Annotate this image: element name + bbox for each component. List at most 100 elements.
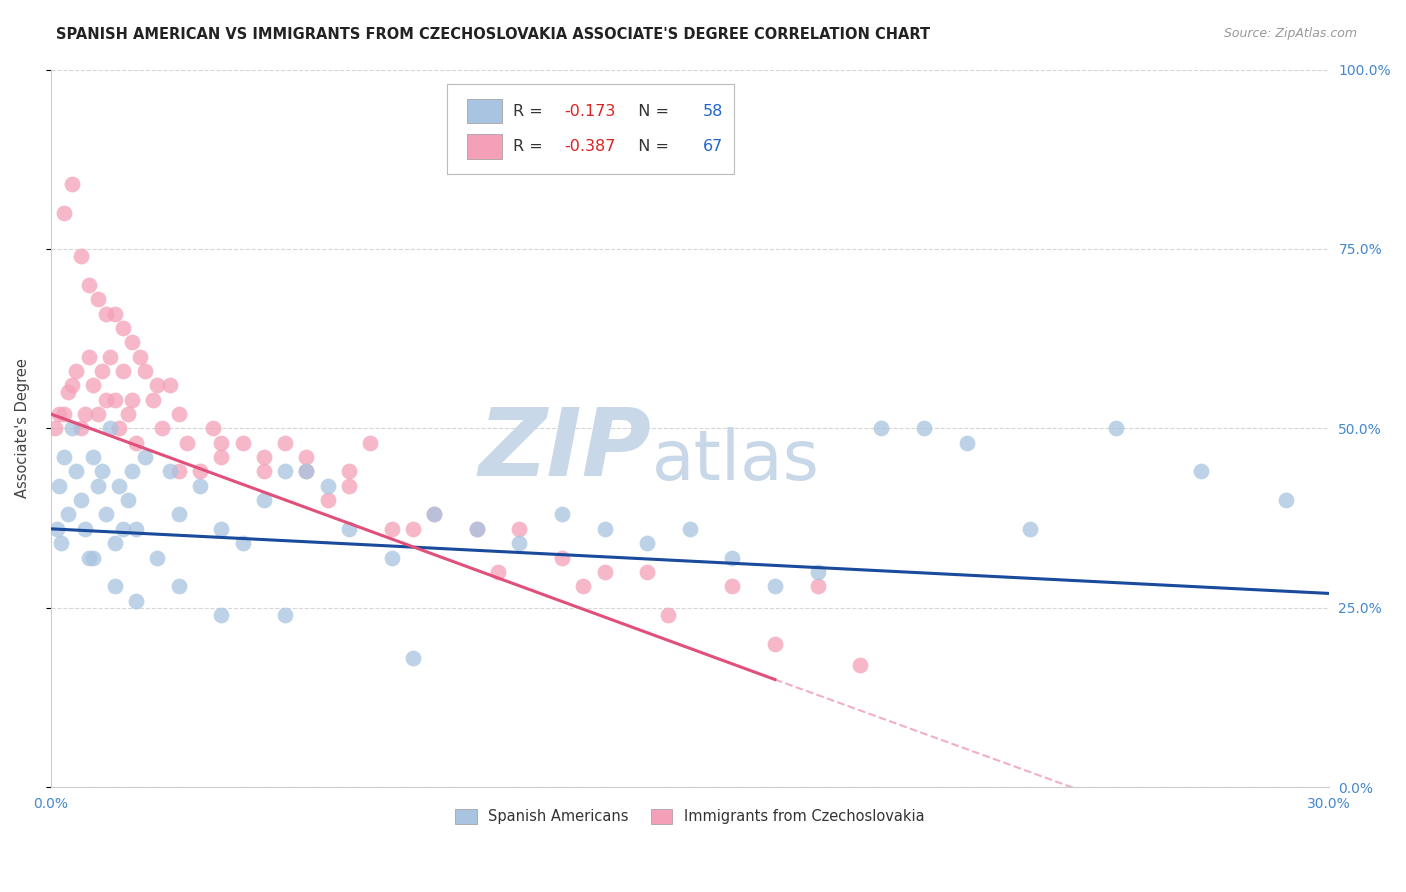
Point [209, 522, 232, 536]
Point [159, 464, 181, 478]
Point [44, 421, 66, 435]
Point [763, 637, 786, 651]
Point [209, 435, 232, 450]
Point [423, 508, 446, 522]
Point [100, 350, 122, 364]
Text: 58: 58 [703, 103, 723, 119]
Point [912, 421, 935, 435]
Point [188, 464, 211, 478]
Point [253, 493, 276, 508]
Point [359, 435, 381, 450]
Point [423, 508, 446, 522]
Point [593, 522, 616, 536]
Text: SPANISH AMERICAN VS IMMIGRANTS FROM CZECHOSLOVAKIA ASSOCIATE'S DEGREE CORRELATIO: SPANISH AMERICAN VS IMMIGRANTS FROM CZEC… [56, 27, 931, 42]
Point [274, 464, 297, 478]
Point [52, 407, 75, 421]
Text: R =: R = [513, 139, 548, 153]
Point [551, 550, 574, 565]
Point [721, 579, 744, 593]
Point [46, 522, 69, 536]
Point [201, 421, 224, 435]
Point [295, 464, 318, 478]
Point [167, 508, 190, 522]
Point [465, 522, 488, 536]
Point [112, 321, 135, 335]
Point [636, 565, 658, 579]
Point [96, 508, 118, 522]
Point [167, 579, 190, 593]
Point [253, 450, 276, 464]
Point [486, 565, 509, 579]
Point [337, 522, 360, 536]
Point [159, 378, 181, 392]
Point [129, 350, 152, 364]
Point [679, 522, 702, 536]
Point [763, 579, 786, 593]
Point [316, 493, 339, 508]
Point [82, 378, 104, 392]
Point [117, 407, 139, 421]
Point [56, 385, 79, 400]
Point [508, 522, 530, 536]
Point [48, 479, 70, 493]
Point [295, 450, 318, 464]
Point [77, 350, 100, 364]
Point [52, 206, 75, 220]
Point [1019, 522, 1042, 536]
Point [134, 364, 156, 378]
Text: N =: N = [628, 139, 675, 153]
Point [125, 435, 148, 450]
Point [48, 407, 70, 421]
Point [146, 550, 169, 565]
Point [69, 493, 91, 508]
Point [593, 565, 616, 579]
Y-axis label: Associate's Degree: Associate's Degree [15, 359, 30, 499]
Point [125, 522, 148, 536]
Point [188, 479, 211, 493]
Text: Source: ZipAtlas.com: Source: ZipAtlas.com [1223, 27, 1357, 40]
Point [849, 658, 872, 673]
Text: -0.387: -0.387 [565, 139, 616, 153]
Point [108, 479, 131, 493]
Point [77, 550, 100, 565]
Point [381, 550, 404, 565]
Point [176, 435, 198, 450]
Point [86, 407, 108, 421]
Point [69, 421, 91, 435]
Point [551, 508, 574, 522]
Point [73, 522, 96, 536]
Point [253, 464, 276, 478]
Point [1189, 464, 1212, 478]
Point [56, 508, 79, 522]
Point [96, 307, 118, 321]
Point [104, 307, 127, 321]
Point [274, 607, 297, 622]
Point [167, 464, 190, 478]
Point [1275, 493, 1298, 508]
Point [274, 435, 297, 450]
Point [508, 536, 530, 550]
Point [51, 536, 73, 550]
Text: atlas: atlas [651, 427, 820, 494]
Point [112, 522, 135, 536]
Point [82, 450, 104, 464]
Point [231, 536, 253, 550]
FancyBboxPatch shape [467, 99, 502, 123]
Point [134, 450, 156, 464]
Point [381, 522, 404, 536]
Point [572, 579, 595, 593]
Point [142, 392, 165, 407]
Text: N =: N = [628, 103, 675, 119]
Point [657, 607, 679, 622]
FancyBboxPatch shape [467, 134, 502, 159]
Point [104, 536, 127, 550]
Point [77, 277, 100, 292]
Point [316, 479, 339, 493]
Point [104, 579, 127, 593]
Point [146, 378, 169, 392]
Point [209, 450, 232, 464]
Point [295, 464, 318, 478]
Point [636, 536, 658, 550]
Point [402, 651, 425, 665]
Point [104, 392, 127, 407]
